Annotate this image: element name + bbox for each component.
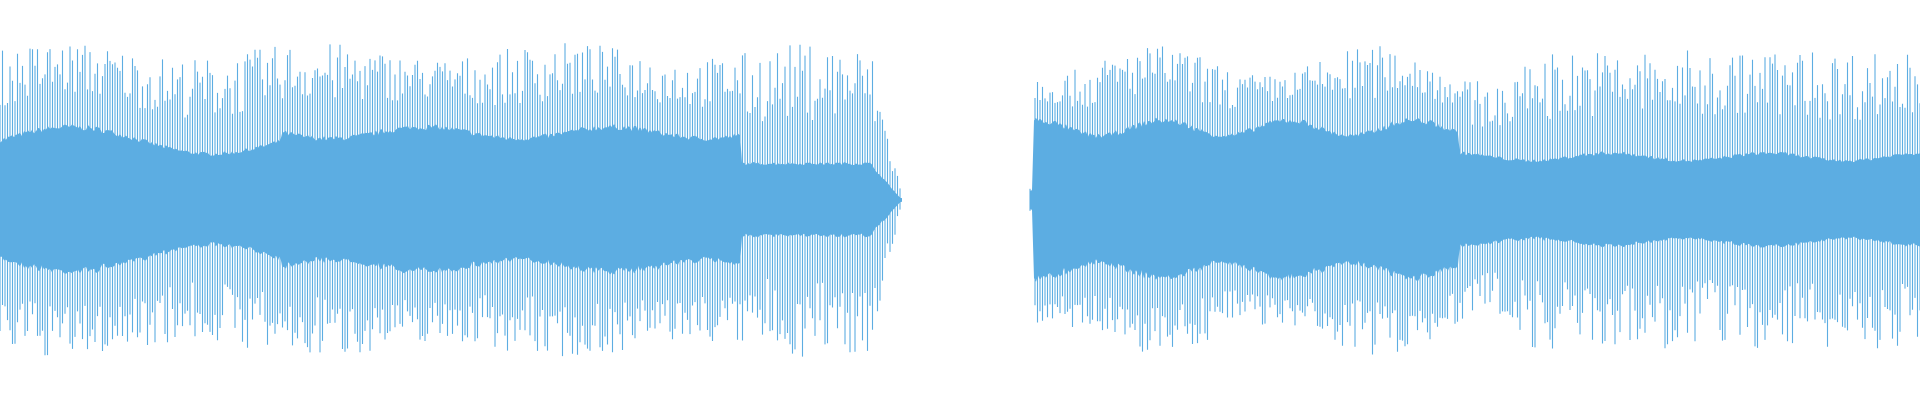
waveform-clip-1[interactable] [0, 43, 902, 357]
waveform-clip-2[interactable] [1029, 46, 1920, 355]
